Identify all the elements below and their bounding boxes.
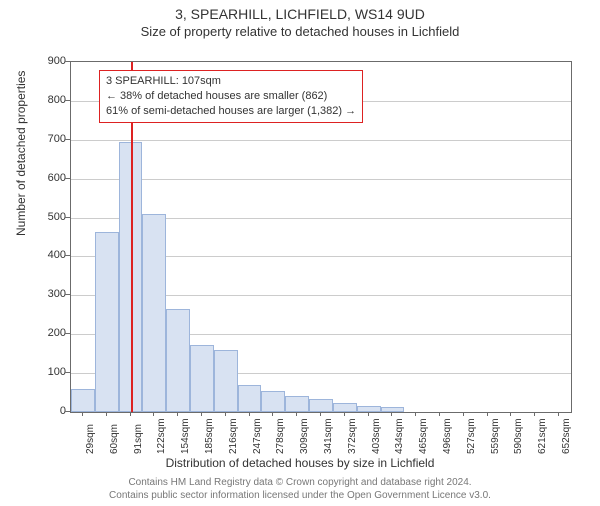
- histogram-bar: [238, 385, 262, 412]
- x-tick-label: 29sqm: [85, 424, 96, 454]
- x-tick-label: 403sqm: [371, 418, 382, 454]
- histogram-bar: [95, 232, 119, 412]
- gridline: [71, 140, 571, 141]
- footer-line2: Contains public sector information licen…: [0, 489, 600, 502]
- x-tick-label: 434sqm: [394, 418, 405, 454]
- x-tick-label: 527sqm: [466, 418, 477, 454]
- histogram-bar: [214, 350, 238, 412]
- chart-title-sub: Size of property relative to detached ho…: [0, 24, 600, 39]
- x-tick-label: 341sqm: [323, 418, 334, 454]
- x-tick-label: 91sqm: [133, 424, 144, 454]
- chart-title-main: 3, SPEARHILL, LICHFIELD, WS14 9UD: [0, 6, 600, 22]
- chart-plot-area: 3 SPEARHILL: 107sqm ← 38% of detached ho…: [70, 61, 572, 413]
- x-axis-label: Distribution of detached houses by size …: [0, 456, 600, 470]
- x-tick-label: 309sqm: [299, 418, 310, 454]
- histogram-bar: [190, 345, 214, 412]
- footer-text: Contains HM Land Registry data © Crown c…: [0, 476, 600, 502]
- annotation-line3: 61% of semi-detached houses are larger (…: [106, 104, 356, 119]
- x-tick-label: 559sqm: [490, 418, 501, 454]
- y-tick-label: 500: [36, 211, 66, 223]
- histogram-bar: [285, 396, 309, 412]
- x-tick-label: 621sqm: [537, 418, 548, 454]
- gridline: [71, 179, 571, 180]
- y-tick-label: 200: [36, 327, 66, 339]
- histogram-bar: [309, 399, 333, 412]
- x-tick-label: 372sqm: [347, 418, 358, 454]
- y-tick-label: 700: [36, 133, 66, 145]
- x-tick-label: 154sqm: [180, 418, 191, 454]
- annotation-line1: 3 SPEARHILL: 107sqm: [106, 74, 356, 89]
- y-tick-label: 300: [36, 288, 66, 300]
- x-tick-label: 465sqm: [418, 418, 429, 454]
- y-axis-label: Number of detached properties: [14, 71, 28, 236]
- x-tick-label: 185sqm: [204, 418, 215, 454]
- histogram-bar: [142, 214, 166, 412]
- y-tick-label: 0: [36, 405, 66, 417]
- x-tick-label: 122sqm: [156, 418, 167, 454]
- annotation-box: 3 SPEARHILL: 107sqm ← 38% of detached ho…: [99, 70, 363, 123]
- y-tick-label: 800: [36, 94, 66, 106]
- histogram-bar: [381, 407, 405, 412]
- histogram-bar: [166, 309, 190, 412]
- x-tick-label: 496sqm: [442, 418, 453, 454]
- x-tick-label: 60sqm: [109, 424, 120, 454]
- x-tick-label: 278sqm: [275, 418, 286, 454]
- histogram-bar: [261, 391, 285, 412]
- x-tick-label: 590sqm: [513, 418, 524, 454]
- x-tick-label: 247sqm: [252, 418, 263, 454]
- y-tick-label: 100: [36, 366, 66, 378]
- y-tick-label: 600: [36, 172, 66, 184]
- y-tick-label: 400: [36, 249, 66, 261]
- x-tick-label: 216sqm: [228, 418, 239, 454]
- y-tick-label: 900: [36, 55, 66, 67]
- histogram-bar: [357, 406, 381, 412]
- x-tick-label: 652sqm: [561, 418, 572, 454]
- footer-line1: Contains HM Land Registry data © Crown c…: [0, 476, 600, 489]
- annotation-line2: ← 38% of detached houses are smaller (86…: [106, 89, 356, 104]
- histogram-bar: [333, 403, 357, 412]
- histogram-bar: [71, 389, 95, 412]
